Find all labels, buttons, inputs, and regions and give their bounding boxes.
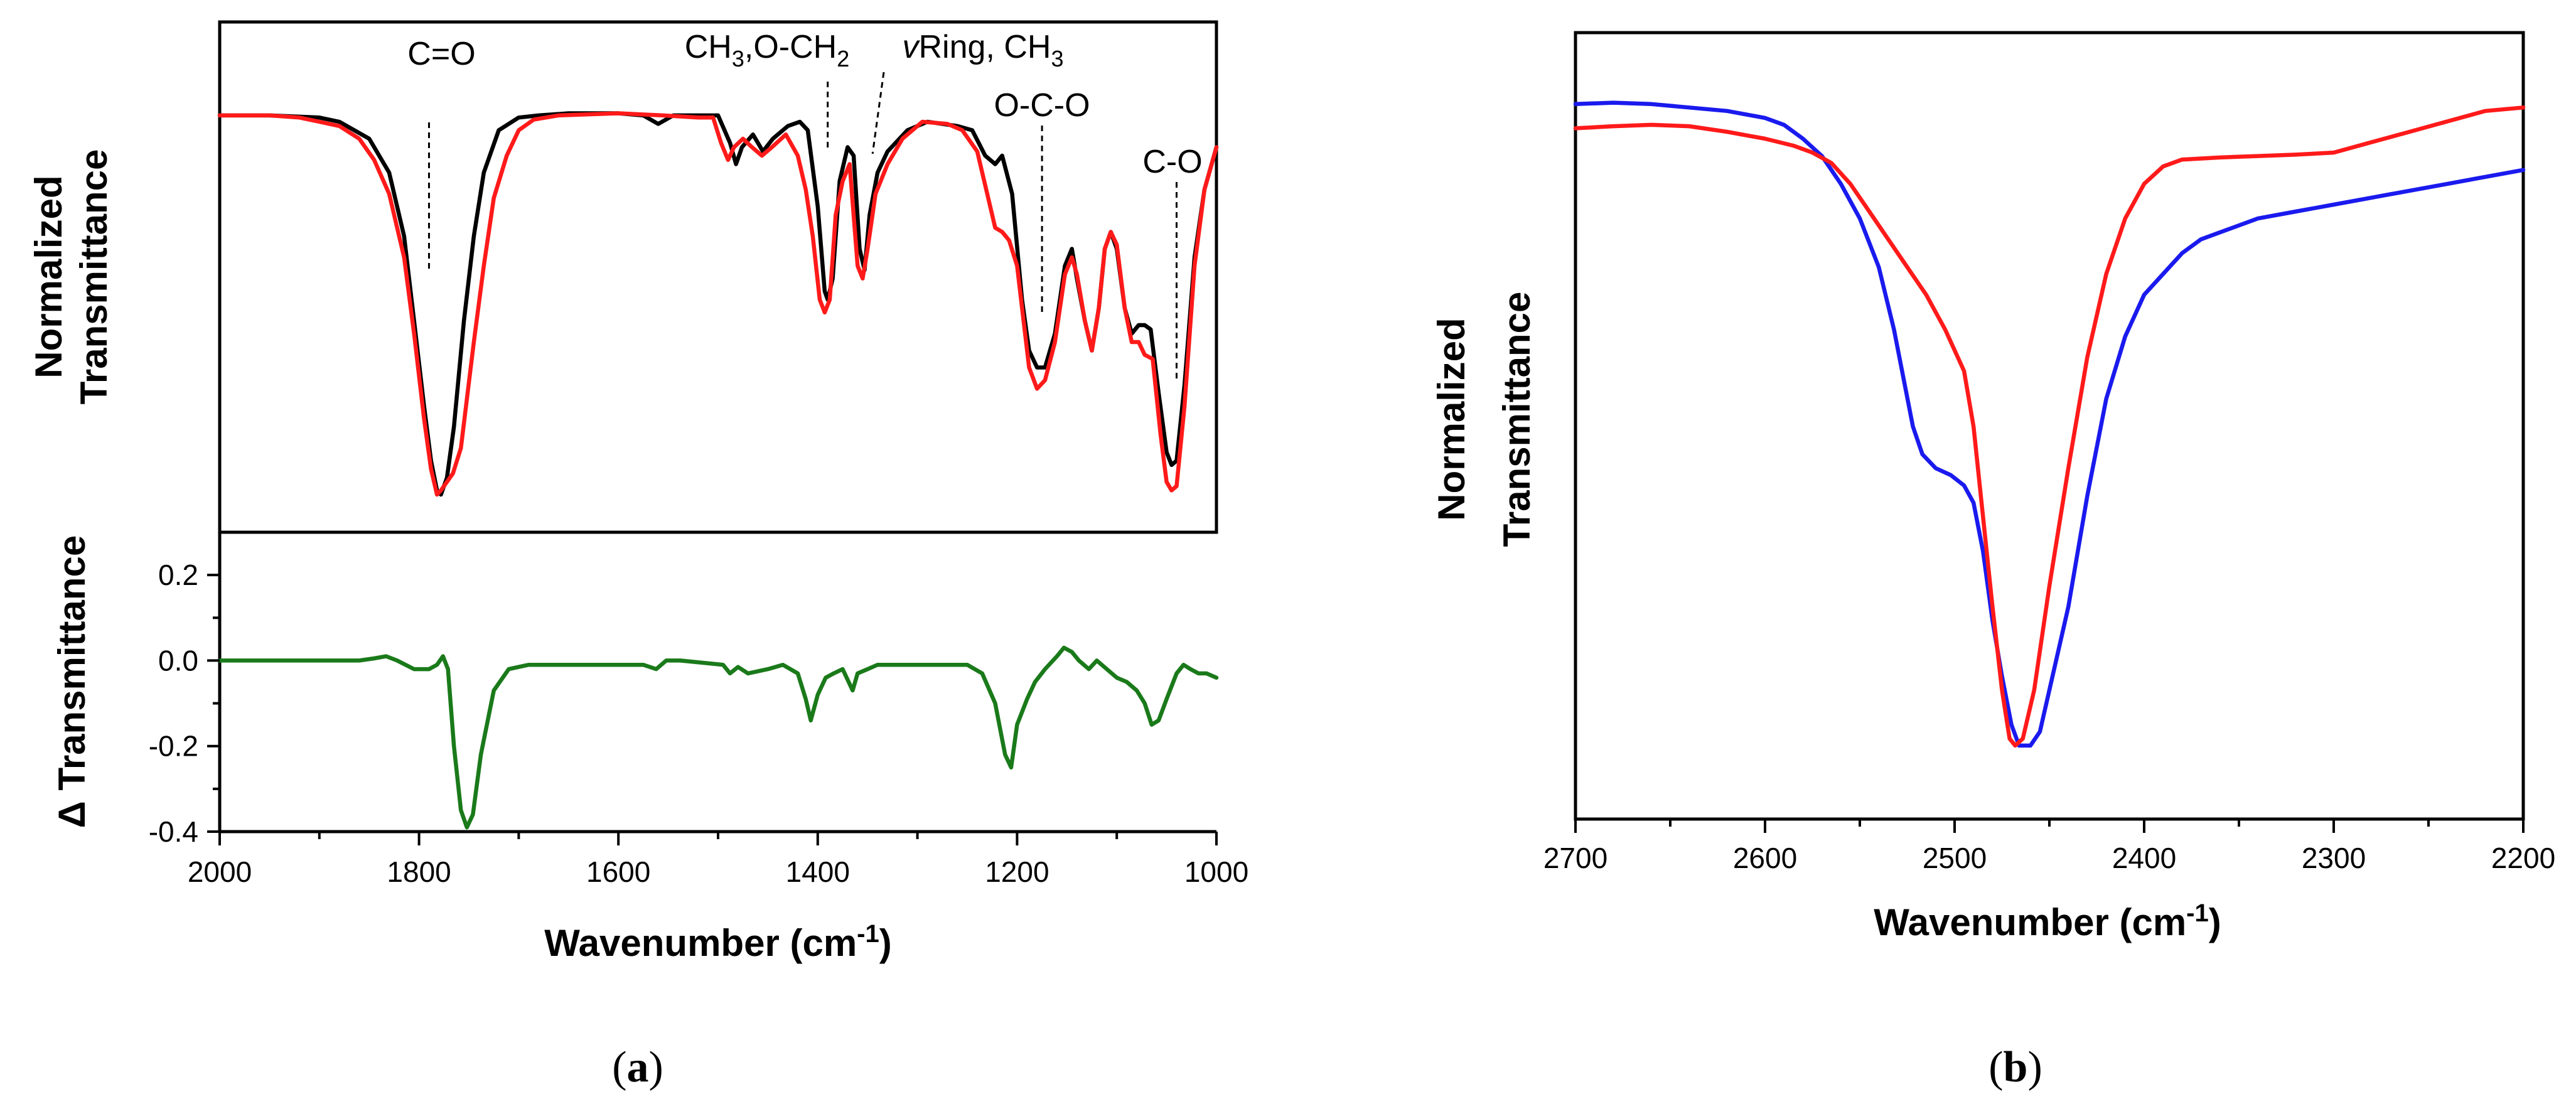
panel-a-annotation-label: C=O [407, 36, 475, 72]
panel-b-xtick-label: 2500 [1923, 842, 1987, 874]
panel-a-xtick-label: 1400 [786, 855, 850, 888]
panel-b-label: (b) [1988, 1043, 2042, 1091]
panel-a-label: (a) [612, 1043, 663, 1091]
panel-b-xtick-label: 2200 [2491, 842, 2555, 874]
panel-a-xtick-label: 1200 [985, 855, 1049, 888]
panel-b-chart: 2700 2600 2500 2400 2300 2200 Normalized Tran… [1430, 31, 2555, 1091]
panel-a-xtick-label: 1800 [387, 855, 451, 888]
panel-a-chart: 2000 1800 1600 1400 1200 1000 -0.4-0.20.00.2 … [28, 20, 1248, 1091]
panel-b-xtick-label: 2600 [1733, 842, 1797, 874]
panel-b-ylabel-line2: Transmittance [1496, 292, 1538, 547]
panel-a-top-frame [218, 20, 1218, 534]
panel-a-top-ylabel-line1: Normalized [28, 175, 70, 378]
panel-a-annotation-leader [871, 72, 885, 154]
panel-a-ytick-label: 0.0 [158, 644, 198, 677]
panel-a-top-series-black [217, 111, 1219, 497]
panel-b-frame [1574, 31, 2525, 821]
panel-a-xtick-label: 2000 [188, 855, 252, 888]
panel-a-ytick-label: 0.2 [158, 559, 198, 591]
panel-b-series-red [1573, 105, 2526, 748]
panel-a-bottom-series-difference [217, 645, 1219, 830]
panel-a-annotation-label: CH3,O-CH2 [685, 29, 850, 72]
panel-a-annotation-label: C-O [1142, 144, 1202, 180]
panel-a-top-ylabel-line2: Transmittance [73, 149, 115, 405]
panel-b-xtick-label: 2400 [2112, 842, 2176, 874]
panel-a-bottom-ylabel: Δ Transmittance [51, 535, 93, 828]
panel-a-ytick-label: -0.2 [149, 730, 198, 763]
panel-b-series-blue [1573, 100, 2526, 748]
panel-b-ylabel-line1: Normalized [1430, 318, 1473, 520]
panel-a-xlabel: Wavenumber (cm-1) [544, 920, 891, 964]
panel-b-xtick-label: 2300 [2302, 842, 2366, 874]
panel-a-ytick-label: -0.4 [149, 815, 198, 848]
panel-b-xtick-label: 2700 [1543, 842, 1607, 874]
panel-a-annotation-label: vRing, CH3 [903, 29, 1064, 72]
panel-a-annotation-label: O-C-O [994, 87, 1090, 124]
panel-a-xtick-label: 1600 [586, 855, 650, 888]
panel-a-top-series-red [217, 111, 1219, 497]
panel-b-xlabel: Wavenumber (cm-1) [1874, 899, 2221, 943]
panel-a-xtick-label: 1000 [1184, 855, 1248, 888]
